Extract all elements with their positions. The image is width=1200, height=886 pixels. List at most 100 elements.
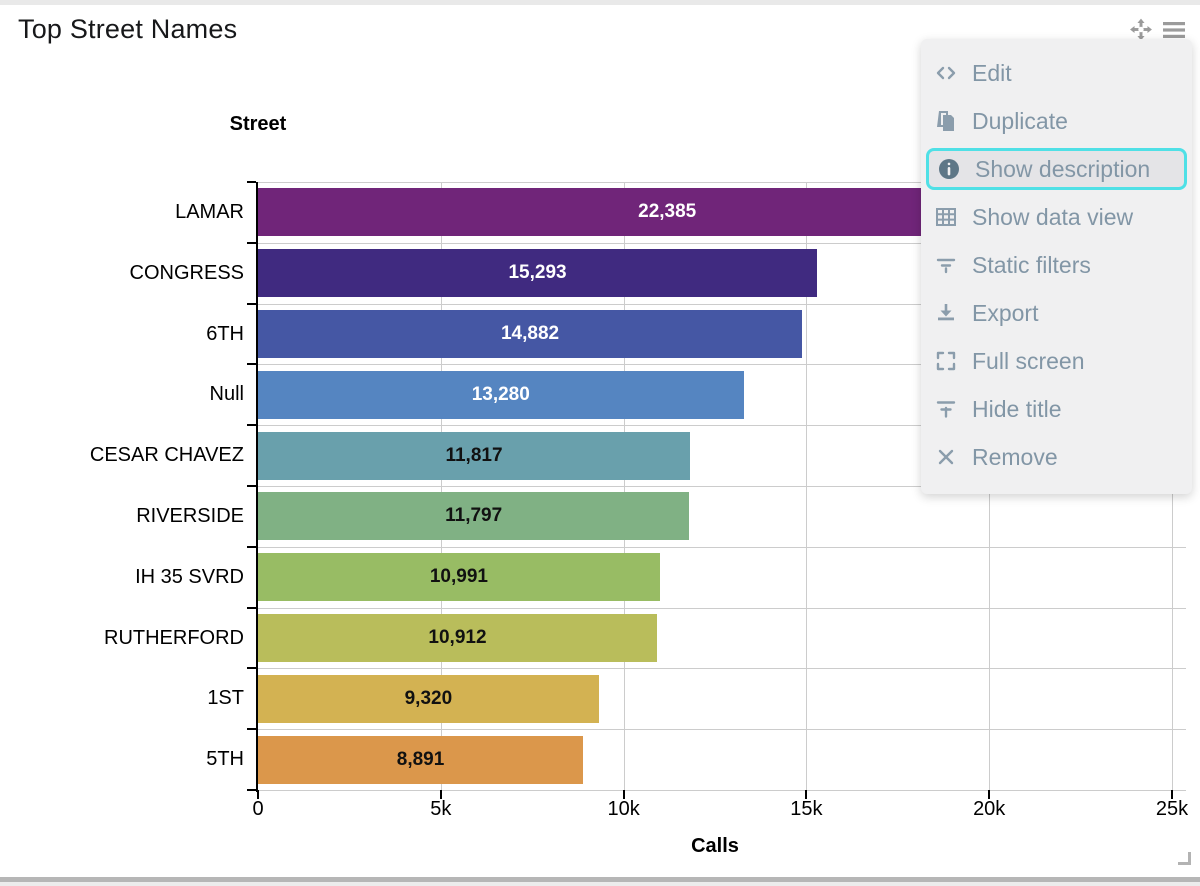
page-bottom-strip: [0, 882, 1200, 886]
widget-header-controls: [1128, 17, 1186, 42]
hide-title-icon: [933, 396, 959, 422]
y-category-label: Null: [209, 383, 244, 406]
bar-value-label: 9,320: [404, 687, 453, 709]
y-axis-tick: [247, 606, 256, 609]
y-axis-tick: [247, 181, 256, 183]
bar-value-label: 11,797: [445, 505, 503, 527]
widget-context-menu: Edit Duplicate Show description Show data v…: [921, 39, 1192, 494]
menu-item-label: Static filters: [972, 251, 1091, 278]
menu-item-label: Hide title: [972, 395, 1062, 422]
page-title: Top Street Names: [18, 14, 238, 44]
move-icon[interactable]: [1128, 17, 1154, 42]
x-tick-label: 0: [252, 798, 264, 820]
v-gridline: [806, 182, 808, 790]
table-icon: [933, 204, 959, 230]
bar-value-label: 22,385: [638, 201, 697, 223]
h-gridline: [258, 425, 1186, 427]
resize-handle-icon[interactable]: [1178, 852, 1191, 865]
menu-item-label: Edit: [972, 59, 1012, 86]
y-axis-line: [256, 182, 258, 792]
x-axis-tick: [805, 790, 808, 799]
y-axis-tick: [247, 667, 256, 670]
bar[interactable]: [258, 614, 657, 662]
y-axis-tick: [247, 485, 256, 487]
y-category-label: RUTHERFORD: [104, 626, 244, 649]
v-gridline: [623, 182, 625, 790]
menu-item-label: Export: [972, 299, 1039, 326]
bar-value-label: 14,882: [500, 323, 560, 344]
menu-item-duplicate[interactable]: Duplicate: [921, 97, 1192, 145]
remove-icon: [933, 444, 959, 470]
bar-value-label: 11,817: [445, 444, 503, 466]
bar-value-label: 10,991: [429, 566, 488, 588]
menu-item-hide-title[interactable]: Hide title: [921, 385, 1192, 433]
y-category-label: CONGRESS: [129, 261, 244, 284]
bar[interactable]: [258, 553, 660, 602]
x-axis-tick: [257, 790, 259, 799]
bar[interactable]: [258, 735, 584, 784]
h-gridline: [258, 607, 1186, 609]
h-gridline: [258, 546, 1186, 548]
bar[interactable]: [258, 249, 818, 298]
menu-item-remove[interactable]: Remove: [921, 433, 1192, 481]
x-axis-tick: [988, 790, 991, 799]
menu-item-full-screen[interactable]: Full screen: [921, 337, 1192, 385]
bar[interactable]: [258, 492, 690, 541]
y-category-label: 5TH: [206, 748, 244, 771]
widget-bottom-border: [0, 877, 1200, 882]
h-gridline: [258, 303, 1186, 305]
code-icon: [933, 60, 959, 86]
h-gridline: [258, 364, 1186, 366]
bar-value-label: 8,891: [396, 748, 445, 770]
y-axis-tick: [247, 728, 256, 731]
menu-item-show-data-view[interactable]: Show data view: [921, 193, 1192, 241]
h-gridline: [258, 790, 1186, 791]
y-axis-tick: [247, 363, 256, 366]
filter-icon: [933, 252, 959, 278]
menu-item-label: Remove: [972, 443, 1058, 470]
x-tick-label: 10k: [607, 798, 640, 820]
y-axis-tick: [247, 241, 256, 244]
menu-item-label: Show description: [975, 155, 1151, 182]
bar[interactable]: [258, 310, 803, 358]
menu-item-export[interactable]: Export: [921, 289, 1192, 337]
y-category-label: RIVERSIDE: [136, 505, 244, 527]
menu-item-show-description[interactable]: Show description: [926, 148, 1187, 190]
bar-value-label: 10,912: [428, 627, 487, 648]
bar-value-label: 15,293: [508, 262, 567, 284]
x-tick-label: 15k: [790, 798, 823, 820]
x-axis-tick: [1171, 790, 1173, 799]
y-category-label: 1ST: [207, 687, 244, 710]
y-category-label: IH 35 SVRD: [135, 565, 244, 588]
y-category-label: 6TH: [206, 322, 244, 345]
x-axis-tick: [439, 790, 442, 799]
v-gridline: [440, 182, 442, 790]
hamburger-icon[interactable]: [1162, 19, 1186, 41]
export-icon: [933, 300, 959, 326]
y-axis-title: Street: [229, 113, 287, 135]
x-tick-label: 5k: [430, 798, 452, 820]
x-axis-tick: [622, 790, 625, 799]
bar-value-label: 13,280: [471, 383, 530, 405]
info-icon: [936, 156, 962, 182]
menu-item-label: Show data view: [972, 203, 1134, 230]
bar[interactable]: [258, 674, 599, 723]
h-gridline: [258, 486, 1186, 487]
y-axis-tick: [247, 789, 256, 791]
h-gridline: [258, 668, 1186, 670]
bar[interactable]: [258, 431, 691, 480]
page-top-strip: [0, 0, 1200, 5]
y-axis-tick: [247, 424, 256, 427]
menu-item-label: Full screen: [972, 347, 1085, 374]
x-tick-label: 20k: [973, 798, 1006, 820]
menu-item-edit[interactable]: Edit: [921, 49, 1192, 97]
menu-item-label: Duplicate: [972, 107, 1068, 134]
duplicate-icon: [933, 108, 959, 134]
fullscreen-icon: [933, 348, 959, 374]
x-axis-title: Calls: [691, 835, 739, 857]
menu-item-static-filters[interactable]: Static filters: [921, 241, 1192, 289]
y-category-label: LAMAR: [175, 201, 244, 223]
y-axis-tick: [247, 545, 256, 548]
bar[interactable]: [258, 370, 744, 419]
